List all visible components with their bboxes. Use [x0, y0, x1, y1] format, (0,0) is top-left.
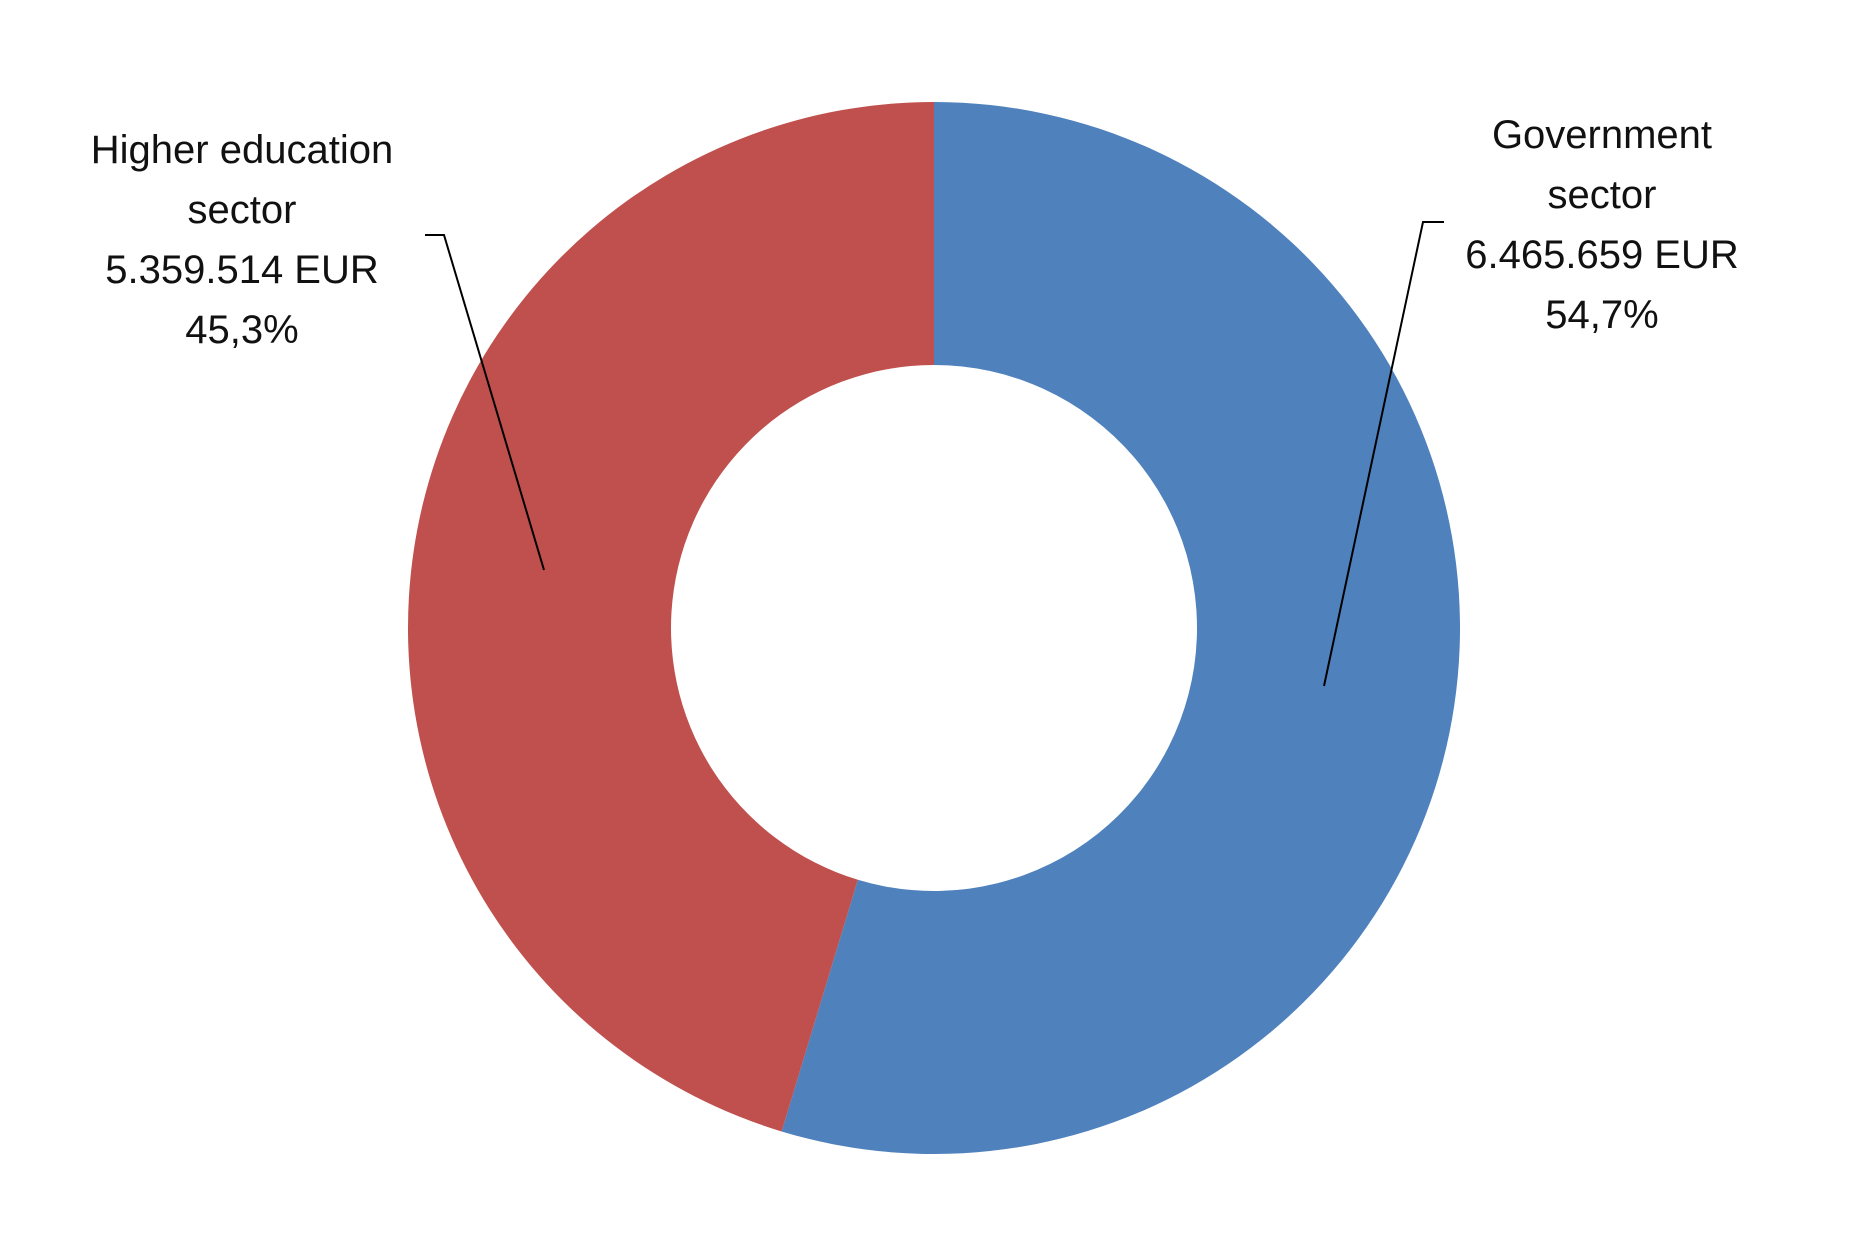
slice-name: Government sector — [1491, 113, 1713, 217]
slice-label: Higher education sector 5.359.514 EUR 45… — [52, 120, 432, 360]
value-label: 6.465.659 EUR — [1465, 233, 1739, 277]
slice-name: Higher education sector — [90, 128, 394, 232]
percent-label: 45,3% — [185, 308, 299, 352]
value-label: 5.359.514 EUR — [105, 248, 379, 292]
donut-slice — [408, 102, 934, 1132]
donut-slice — [781, 102, 1460, 1154]
slice-label: Government sector 6.465.659 EUR 54,7% — [1452, 105, 1752, 345]
percent-label: 54,7% — [1545, 293, 1659, 337]
leader-line — [425, 234, 545, 571]
leader-line — [1323, 221, 1444, 687]
